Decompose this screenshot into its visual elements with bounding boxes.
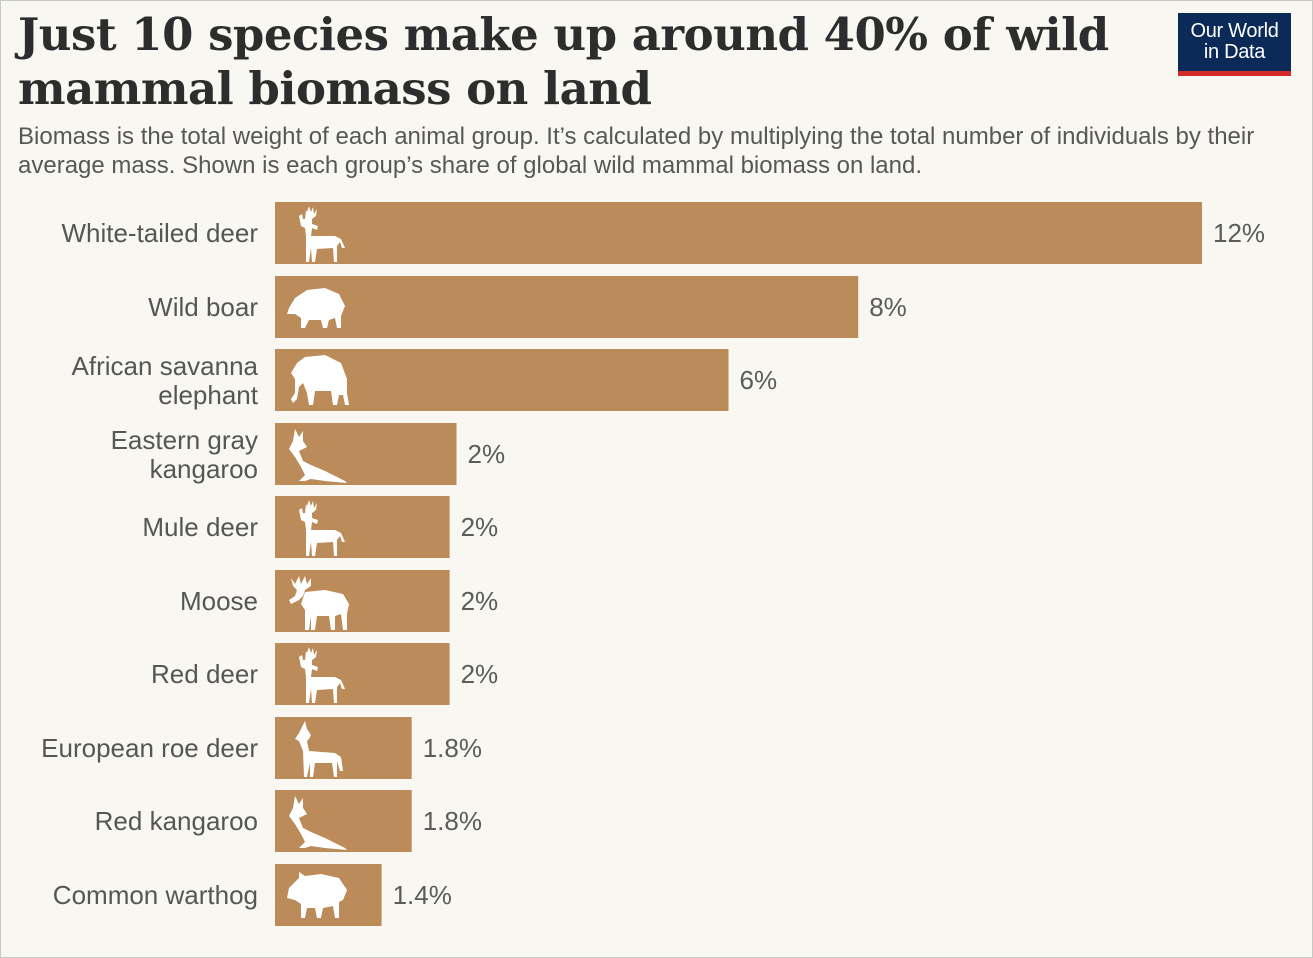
- chart-title: Just 10 species make up around 40% of wi…: [18, 8, 1109, 115]
- bar[interactable]: [275, 202, 1202, 264]
- chart-subtitle: Biomass is the total weight of each anim…: [18, 123, 1255, 179]
- moose-icon: [289, 576, 349, 630]
- bar[interactable]: [275, 349, 729, 411]
- value-label: 2%: [461, 586, 499, 616]
- category-label: European roe deer: [41, 733, 258, 763]
- bar[interactable]: [275, 717, 412, 779]
- category-label: White-tailed deer: [61, 218, 258, 248]
- value-label: 1.8%: [423, 733, 482, 763]
- value-label: 2%: [468, 439, 506, 469]
- deer-icon: [299, 206, 345, 262]
- value-label: 2%: [461, 659, 499, 689]
- category-label: Wild boar: [148, 292, 258, 322]
- value-label: 1.8%: [423, 806, 482, 836]
- deer-icon: [299, 647, 345, 703]
- bar[interactable]: [275, 276, 859, 338]
- bar-row[interactable]: Moose 2%: [180, 570, 498, 632]
- warthog-icon: [287, 872, 347, 918]
- category-label: Red deer: [151, 659, 258, 689]
- bar-row[interactable]: Wild boar 8%: [148, 276, 907, 338]
- roe-deer-icon: [295, 721, 343, 777]
- logo-line-1: Our World: [1190, 20, 1279, 42]
- bar-row[interactable]: African savanna elephant 6%: [72, 349, 778, 411]
- bar-row[interactable]: Eastern gray kangaroo 2%: [111, 423, 505, 485]
- value-label: 6%: [740, 365, 778, 395]
- bar-row[interactable]: Mule deer 2%: [142, 496, 498, 558]
- category-label: African savanna elephant: [72, 351, 259, 410]
- value-label: 12%: [1213, 218, 1265, 248]
- bar[interactable]: [275, 496, 450, 558]
- bar-row[interactable]: Common warthog 1.4%: [53, 864, 452, 926]
- category-label: Red kangaroo: [95, 806, 258, 836]
- logo-line-2: in Data: [1203, 41, 1266, 63]
- deer-icon: [299, 500, 345, 556]
- bar-row[interactable]: Red deer 2%: [151, 643, 498, 705]
- elephant-icon: [291, 355, 349, 405]
- category-label: Moose: [180, 586, 258, 616]
- owid-logo[interactable]: Our World in Data: [1178, 13, 1291, 76]
- value-label: 1.4%: [393, 880, 452, 910]
- category-label: Common warthog: [53, 880, 258, 910]
- boar-icon: [287, 288, 345, 328]
- bar-row[interactable]: Red kangaroo 1.8%: [95, 790, 482, 852]
- category-label: Eastern gray kangaroo: [111, 425, 258, 484]
- category-label: Mule deer: [142, 512, 258, 542]
- value-label: 8%: [869, 292, 907, 322]
- bar[interactable]: [275, 570, 450, 632]
- kangaroo-icon: [289, 429, 347, 483]
- bar-row[interactable]: European roe deer 1.8%: [41, 717, 482, 779]
- bar-row[interactable]: White-tailed deer 12%: [61, 202, 1265, 264]
- kangaroo-icon: [289, 796, 347, 850]
- value-label: 2%: [461, 512, 499, 542]
- bar[interactable]: [275, 643, 450, 705]
